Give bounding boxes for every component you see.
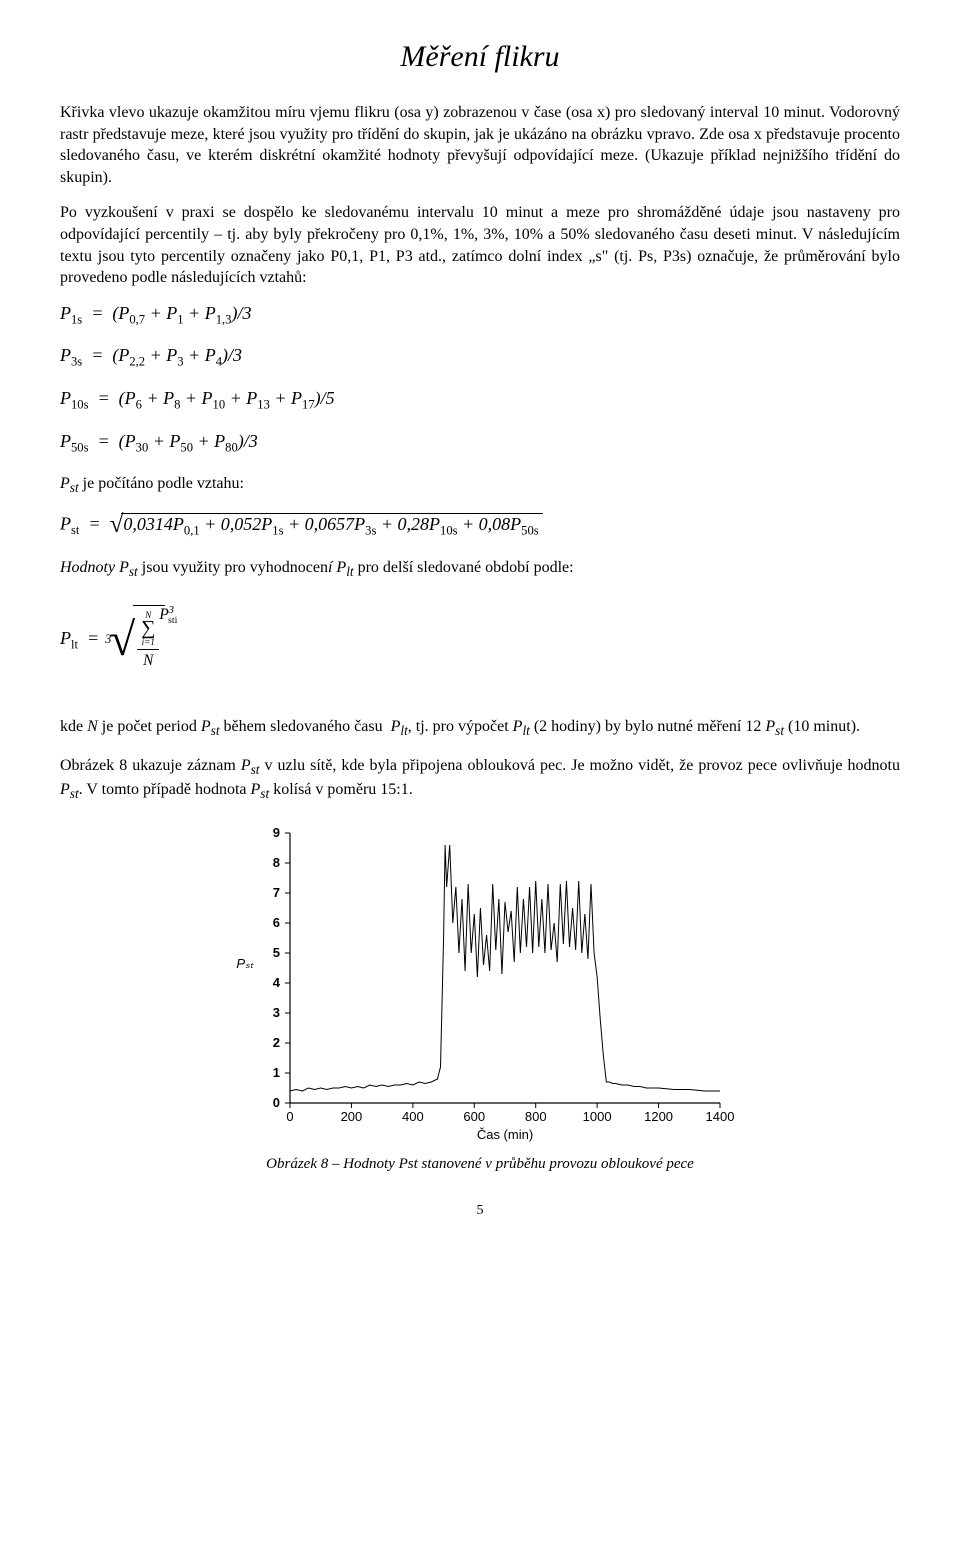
- svg-text:800: 800: [525, 1109, 547, 1124]
- svg-text:4: 4: [273, 975, 281, 990]
- paragraph-3: kde N je počet period Pst během sledovan…: [60, 716, 900, 740]
- svg-text:600: 600: [463, 1109, 485, 1124]
- svg-text:1000: 1000: [583, 1109, 612, 1124]
- page-number: 5: [60, 1203, 900, 1219]
- formula-plt: Plt = 3√ N ∑ i=1 N P3sti: [60, 605, 127, 674]
- svg-text:0: 0: [286, 1109, 293, 1124]
- formula-p3s: P3s = (P2,2 + P3 + P4)/3: [60, 345, 900, 370]
- svg-text:200: 200: [341, 1109, 363, 1124]
- svg-text:9: 9: [273, 825, 280, 840]
- svg-text:8: 8: [273, 855, 280, 870]
- plt-intro: Hodnoty Pst jsou využity pro vyhodnocení…: [60, 557, 900, 581]
- pst-chart: 0 1 2 3 4 5 6 7 8 9 0 200 400 600 800 1000 1200 1400 Pₛₜ Ča…: [220, 823, 740, 1143]
- svg-text:2: 2: [273, 1035, 280, 1050]
- svg-text:1: 1: [273, 1065, 280, 1080]
- formula-p50s: P50s = (P30 + P50 + P80)/3: [60, 431, 900, 456]
- svg-text:7: 7: [273, 885, 280, 900]
- svg-text:3: 3: [273, 1005, 280, 1020]
- pst-intro: Pst je počítáno podle vztahu:: [60, 473, 900, 497]
- formula-pst: Pst = √0,0314P0,1 + 0,052P1s + 0,0657P3s…: [60, 511, 900, 539]
- svg-text:6: 6: [273, 915, 280, 930]
- page-title: Měření flikru: [60, 40, 900, 74]
- formula-p10s: P10s = (P6 + P8 + P10 + P13 + P17)/5: [60, 388, 900, 413]
- svg-text:1200: 1200: [644, 1109, 673, 1124]
- paragraph-4: Obrázek 8 ukazuje záznam Pst v uzlu sítě…: [60, 755, 900, 803]
- svg-text:400: 400: [402, 1109, 424, 1124]
- svg-text:Čas (min): Čas (min): [477, 1127, 533, 1142]
- svg-text:1400: 1400: [706, 1109, 735, 1124]
- chart-caption: Obrázek 8 – Hodnoty Pst stanovené v průb…: [60, 1156, 900, 1173]
- svg-text:Pₛₜ: Pₛₜ: [236, 956, 255, 971]
- formula-p1s: P1s = (P0,7 + P1 + P1,3)/3: [60, 303, 900, 328]
- svg-text:5: 5: [273, 945, 280, 960]
- svg-text:0: 0: [273, 1095, 280, 1110]
- paragraph-2: Po vyzkoušení v praxi se dospělo ke sled…: [60, 202, 900, 288]
- paragraph-1: Křivka vlevo ukazuje okamžitou míru vjem…: [60, 102, 900, 188]
